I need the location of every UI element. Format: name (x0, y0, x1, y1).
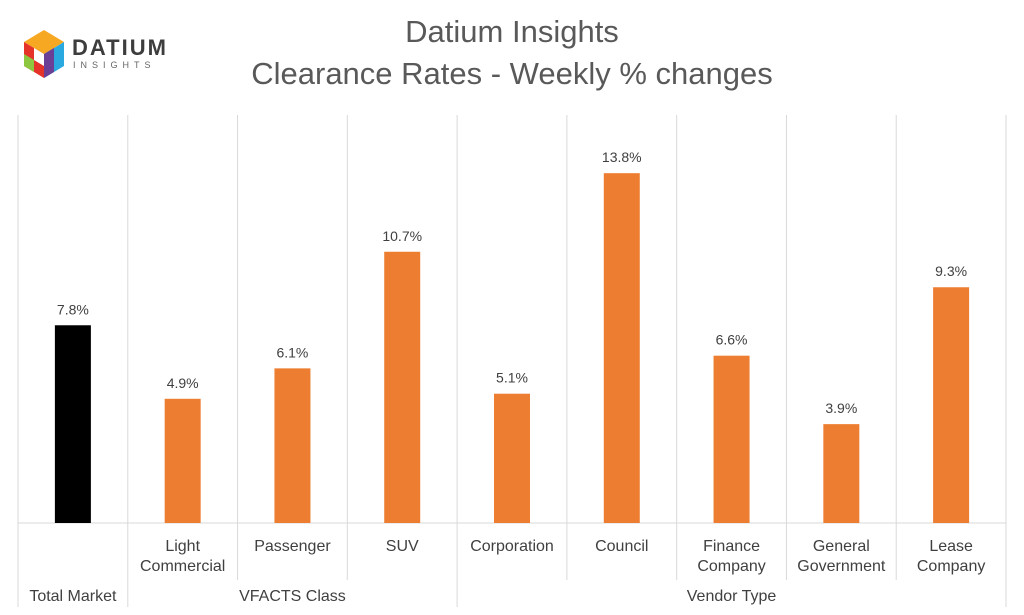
bar (603, 173, 640, 524)
data-label: 13.8% (602, 149, 642, 165)
chart-subtitle: Clearance Rates - Weekly % changes (251, 56, 773, 91)
data-label: 10.7% (382, 228, 422, 244)
tick-label: Company (697, 558, 765, 575)
tick-label: Lease (929, 538, 973, 555)
tick-label: Passenger (254, 538, 331, 555)
tick-label: Corporation (470, 538, 554, 555)
data-label: 7.8% (57, 301, 89, 317)
tick-label: Company (917, 558, 985, 575)
data-label: 3.9% (825, 400, 857, 416)
group-label: VFACTS Class (239, 588, 346, 605)
tick-label: Government (797, 558, 886, 575)
chart-title: Datium Insights (405, 14, 619, 49)
bar (164, 398, 201, 523)
group-label: Vendor Type (687, 588, 777, 605)
tick-label: SUV (386, 538, 419, 555)
bar (54, 325, 91, 523)
group-label: Total Market (29, 588, 117, 605)
tick-label: Council (595, 538, 648, 555)
bar (933, 287, 970, 523)
logo-tagline: INSIGHTS (73, 60, 156, 70)
data-label: 4.9% (167, 375, 199, 391)
datium-logo: DATIUM INSIGHTS (20, 28, 170, 82)
tick-label: Light (165, 538, 200, 555)
data-label: 6.1% (276, 344, 308, 360)
data-label: 5.1% (496, 370, 528, 386)
bar (494, 393, 530, 523)
datium-cube-icon (24, 30, 64, 78)
data-label: 6.6% (716, 332, 748, 348)
tick-label: Finance (703, 538, 760, 555)
data-label: 9.3% (935, 263, 967, 279)
bar (713, 355, 750, 523)
tick-label: Commercial (140, 558, 225, 575)
bar (823, 424, 860, 523)
bar (384, 251, 421, 523)
logo-wordmark: DATIUM (72, 35, 168, 60)
bar (274, 368, 311, 523)
tick-label: General (813, 538, 870, 555)
